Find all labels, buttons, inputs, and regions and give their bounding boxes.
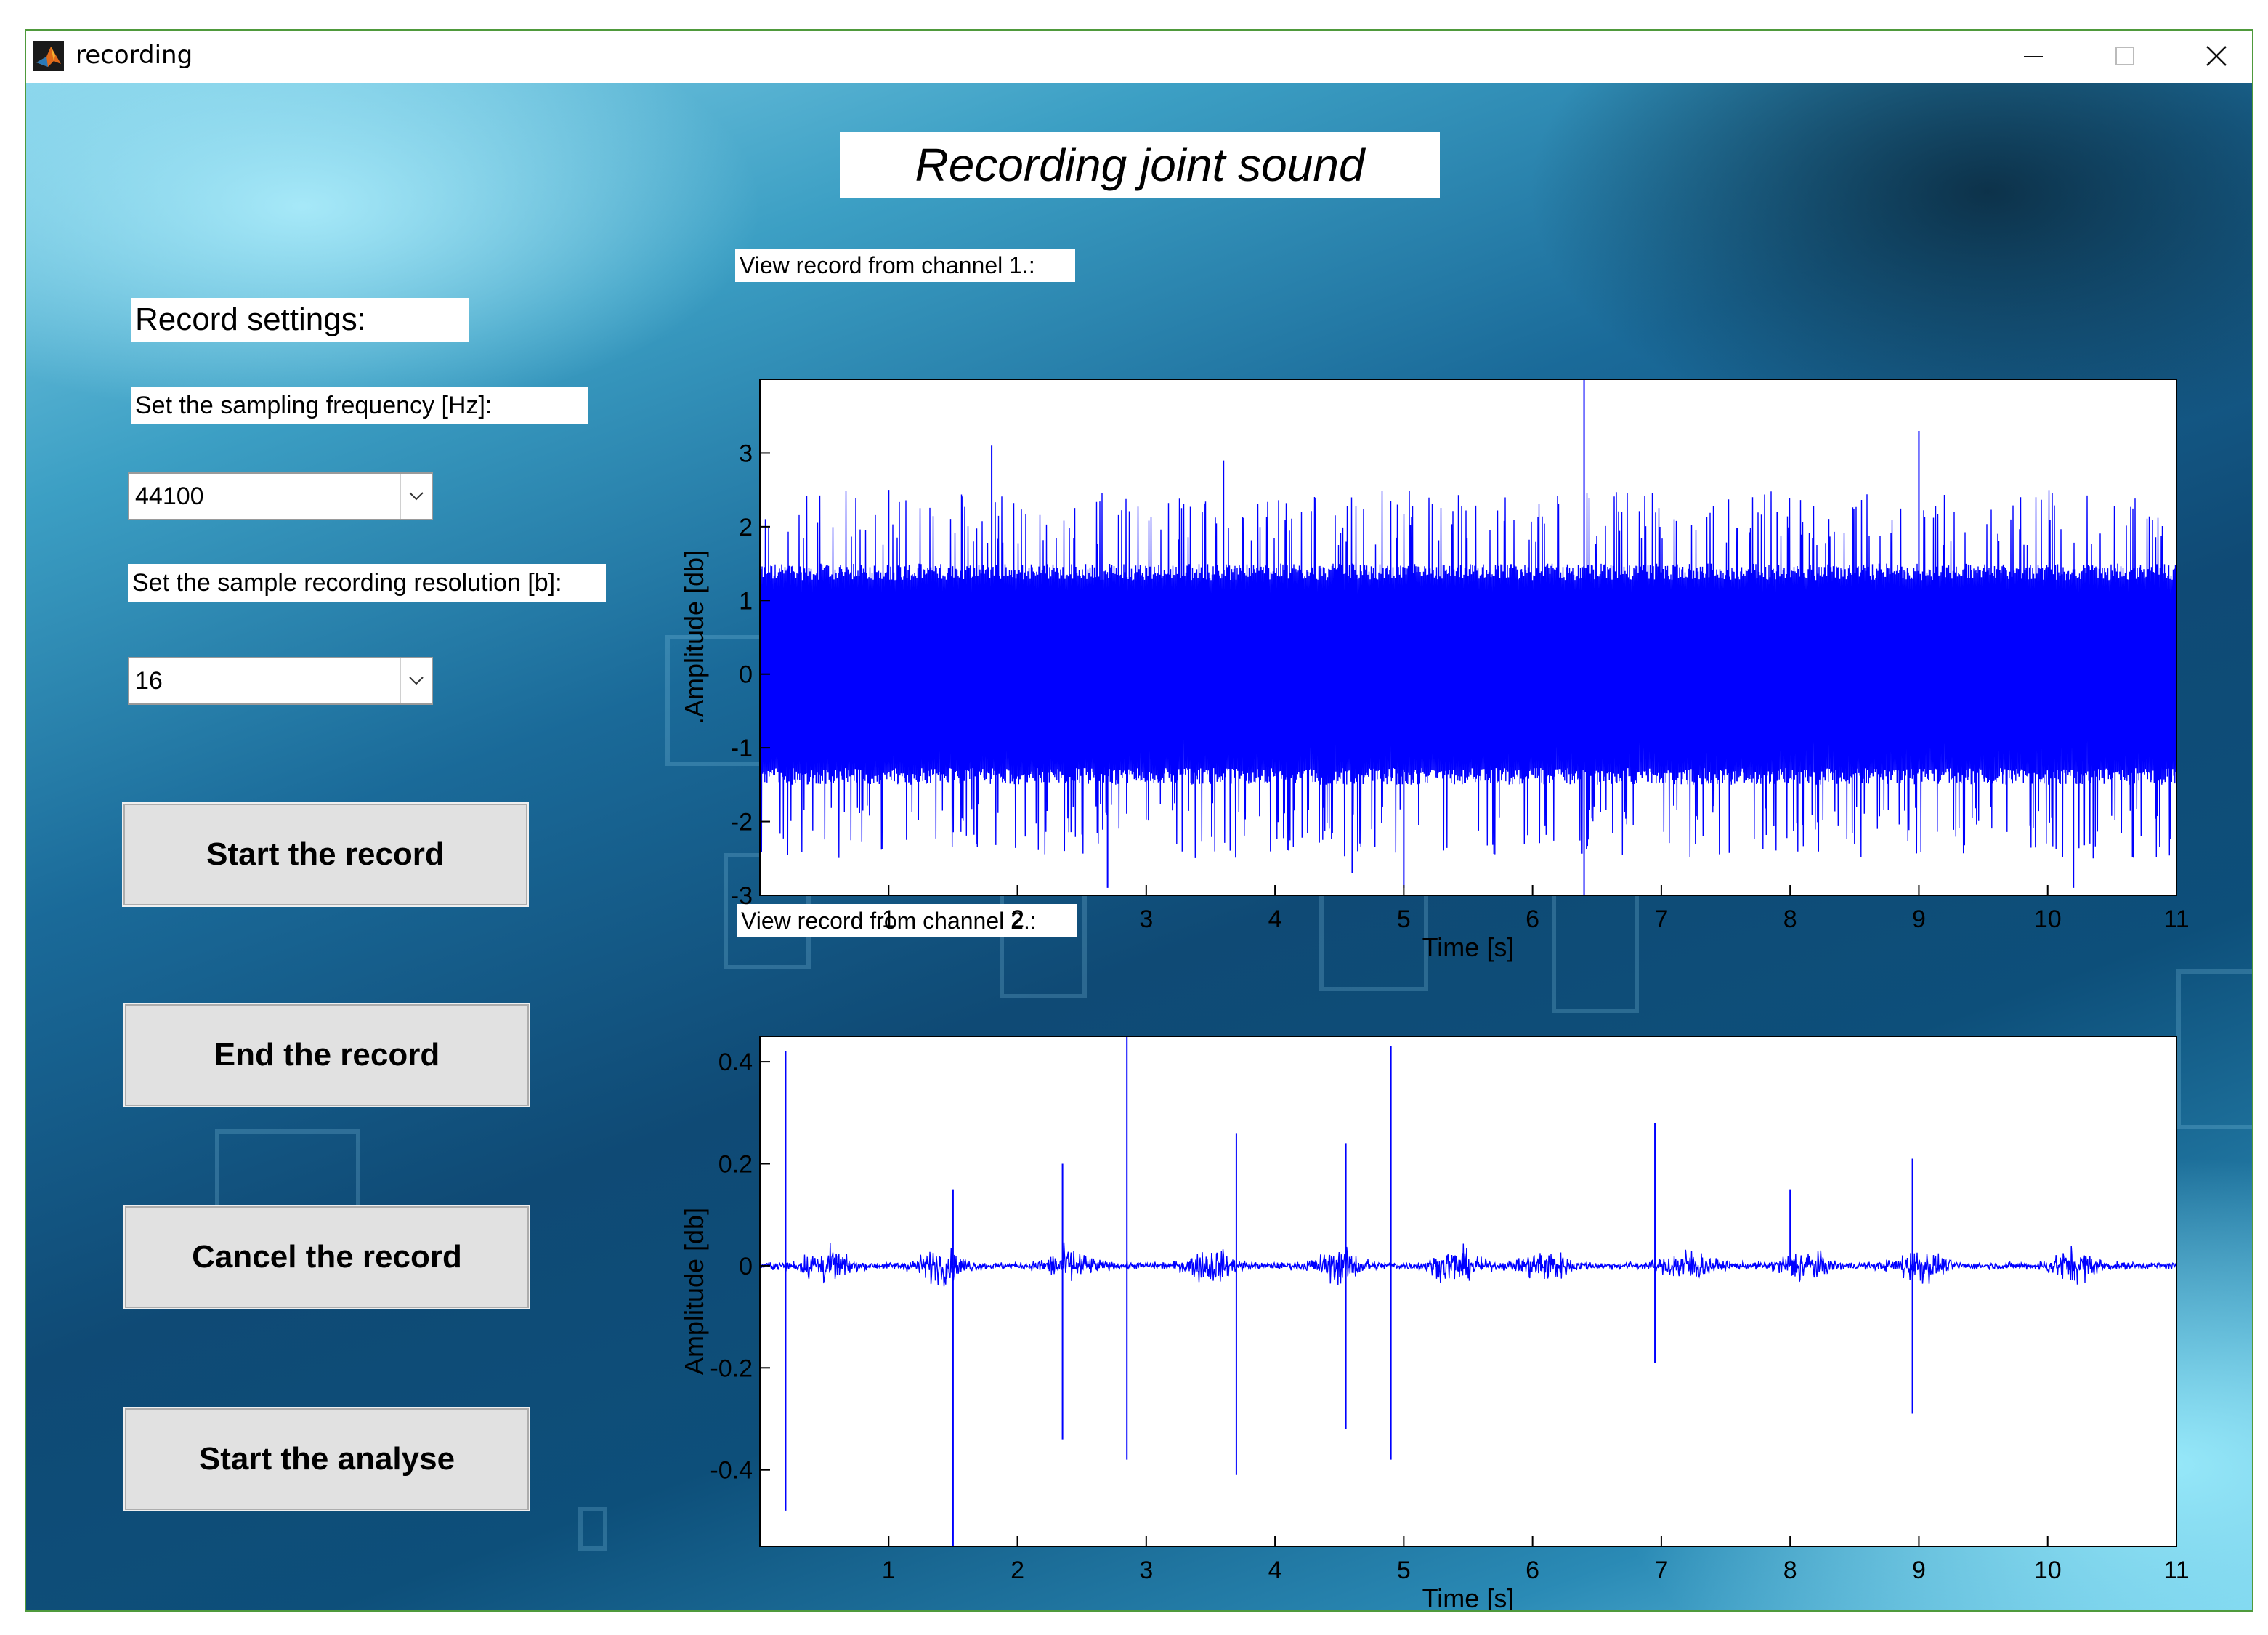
resolution-value: 16 [135, 666, 163, 695]
x-tick-label: 11 [2163, 905, 2189, 933]
x-tick-label: 9 [1912, 905, 1926, 933]
sampling-frequency-label: Set the sampling frequency [Hz]: [131, 387, 588, 424]
y-tick-label: 0.2 [718, 1151, 753, 1179]
end-record-button[interactable]: End the record [123, 1003, 530, 1107]
x-tick-label: 2 [1011, 905, 1024, 933]
start-record-button[interactable]: Start the record [122, 802, 529, 907]
x-tick-label: 10 [2034, 905, 2062, 933]
y-tick-label: 0.4 [718, 1049, 753, 1076]
x-tick-label: 5 [1397, 1557, 1411, 1584]
figure-client-area: Recording joint sound Record settings: S… [26, 83, 2252, 1610]
y-axis-label: .Amplitude [db] [679, 550, 709, 724]
close-button[interactable] [2171, 31, 2252, 81]
y-tick-label: -0.4 [710, 1457, 753, 1485]
resolution-select[interactable]: 16 [128, 657, 433, 705]
signal-line [759, 1242, 2177, 1287]
x-tick-label: 8 [1783, 1557, 1797, 1584]
signal-line [759, 490, 2177, 859]
close-icon [2206, 46, 2227, 66]
x-tick-label: 3 [1139, 1557, 1153, 1584]
y-tick-label: -1 [731, 735, 753, 762]
plot-area [760, 1036, 2176, 1546]
y-axis-label: Amplitude [db] [679, 1208, 709, 1375]
y-tick-label: 1 [739, 587, 753, 615]
y-tick-label: 0 [739, 661, 753, 689]
x-axis-label: Time [s] [1422, 932, 1515, 962]
x-axis-label: Time [s] [1422, 1583, 1515, 1610]
x-tick-label: 5 [1397, 905, 1411, 933]
x-tick-label: 4 [1268, 1557, 1282, 1584]
plot-axes-box [759, 1036, 2177, 1547]
matlab-icon [33, 41, 64, 71]
channel-1-title: View record from channel 1.: [735, 249, 1075, 282]
x-tick-label: 9 [1912, 1557, 1926, 1584]
chevron-down-icon[interactable] [400, 474, 432, 519]
x-tick-label: 2 [1011, 1557, 1024, 1584]
channel-2-title: View record from channel 2.: [737, 904, 1077, 937]
plot-axes-box [759, 379, 2177, 896]
y-tick-label: 3 [739, 440, 753, 467]
x-tick-label: 1 [882, 905, 896, 933]
x-tick-label: 7 [1654, 905, 1668, 933]
x-tick-label: 8 [1783, 905, 1797, 933]
maximize-icon [2115, 47, 2134, 65]
minimize-icon [2024, 56, 2043, 57]
y-tick-label: -3 [731, 882, 753, 910]
start-analyse-button[interactable]: Start the analyse [123, 1407, 530, 1511]
chevron-down-icon[interactable] [400, 658, 432, 703]
x-tick-label: 6 [1526, 1557, 1539, 1584]
x-tick-label: 4 [1268, 905, 1282, 933]
x-tick-label: 10 [2034, 1557, 2062, 1584]
background-decoration [2176, 969, 2252, 1129]
page-title: Recording joint sound [840, 132, 1440, 198]
sampling-frequency-value: 44100 [135, 482, 204, 510]
minimize-button[interactable] [1988, 31, 2079, 81]
x-tick-label: 3 [1139, 905, 1153, 933]
x-tick-label: 7 [1654, 1557, 1668, 1584]
window-title: recording [76, 41, 193, 70]
maximize-button[interactable] [2079, 31, 2171, 81]
x-tick-label: 6 [1526, 905, 1539, 933]
y-tick-label: -2 [731, 809, 753, 836]
title-bar[interactable]: recording [26, 31, 2252, 81]
app-window: recording Recording joint sound Record s… [25, 29, 2253, 1612]
sampling-frequency-select[interactable]: 44100 [128, 472, 433, 520]
channel-2-plot[interactable]: 1 2 3 4 5 6 7 8 9 10 11 0.4 0.2 0 -0.2 -0.4 Time [s] Ampl… [651, 949, 2191, 1610]
resolution-label: Set the sample recording resolution [b]: [128, 564, 606, 602]
record-settings-label: Record settings: [131, 298, 469, 342]
y-tick-label: 0 [739, 1253, 753, 1280]
y-tick-label: -0.2 [710, 1355, 753, 1382]
background-decoration [578, 1507, 607, 1551]
x-tick-label: 11 [2163, 1557, 2189, 1584]
cancel-record-button[interactable]: Cancel the record [123, 1205, 530, 1309]
y-tick-label: 2 [739, 514, 753, 541]
x-tick-label: 1 [882, 1557, 896, 1584]
